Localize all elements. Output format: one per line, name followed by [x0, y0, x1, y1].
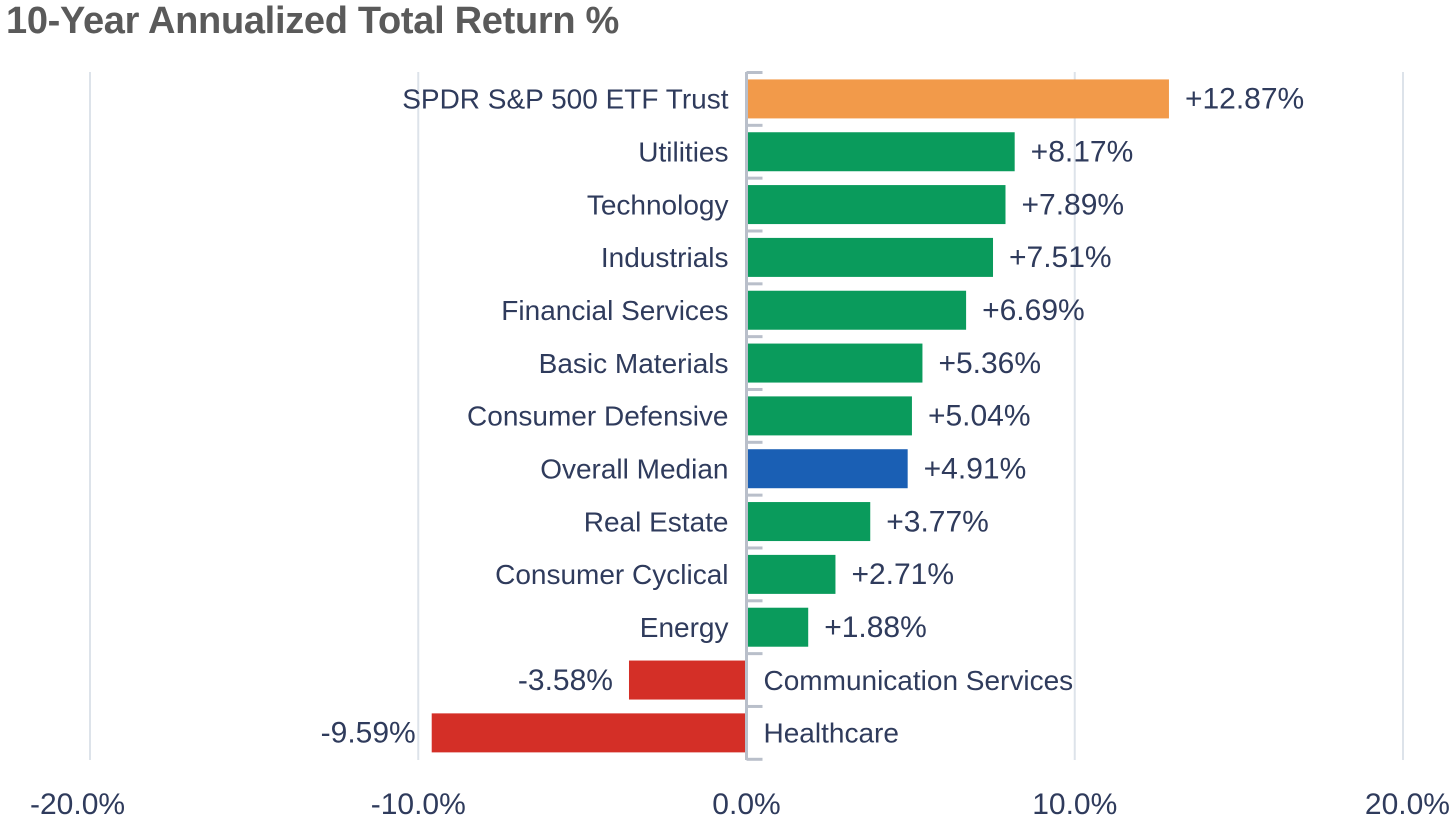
- value-label: -9.59%: [321, 717, 416, 750]
- bar: [746, 607, 809, 647]
- x-tick-label: -10.0%: [371, 788, 466, 821]
- x-tick-label: -20.0%: [30, 788, 125, 821]
- value-label: +7.51%: [1009, 241, 1112, 274]
- category-label: Consumer Defensive: [467, 401, 728, 432]
- x-tick-label: 0.0%: [712, 788, 780, 821]
- category-label: Industrials: [601, 242, 729, 273]
- bar: [746, 185, 1006, 225]
- bar: [746, 449, 908, 489]
- value-label: +1.88%: [824, 611, 927, 644]
- bar: [746, 502, 871, 542]
- category-label: Healthcare: [764, 718, 899, 749]
- category-label: SPDR S&P 500 ETF Trust: [402, 84, 728, 115]
- bars: [431, 79, 1169, 753]
- value-label: +8.17%: [1031, 136, 1134, 169]
- category-label: Real Estate: [584, 506, 729, 537]
- category-labels: SPDR S&P 500 ETF Trust Utilities Technolog…: [402, 84, 1073, 749]
- value-label: -3.58%: [518, 664, 613, 697]
- category-label: Overall Median: [540, 454, 728, 485]
- category-label: Technology: [587, 189, 729, 220]
- value-label: +2.71%: [851, 558, 954, 591]
- value-label: +5.04%: [928, 400, 1031, 433]
- x-tick-labels: -20.0% -10.0% 0.0% 10.0% 20.0%: [30, 788, 1450, 821]
- bar: [746, 343, 923, 383]
- bar: [746, 396, 912, 436]
- bar: [746, 290, 967, 330]
- gridlines: [89, 72, 1404, 760]
- value-label: +3.77%: [886, 505, 989, 538]
- value-label: +5.36%: [938, 347, 1041, 380]
- bar: [628, 660, 747, 700]
- category-label: Utilities: [638, 137, 728, 168]
- bar: [746, 237, 994, 277]
- value-labels: +12.87% +8.17% +7.89% +7.51% +6.69% +5.36% +5.…: [321, 83, 1305, 750]
- bar: [431, 713, 747, 753]
- category-label: Communication Services: [764, 665, 1074, 696]
- value-label: +7.89%: [1021, 188, 1124, 221]
- bar: [746, 132, 1015, 172]
- chart-title: 10-Year Annualized Total Return %: [6, 0, 619, 42]
- value-label: +12.87%: [1185, 83, 1304, 116]
- x-tick-label: 20.0%: [1365, 788, 1450, 821]
- bar: [746, 79, 1169, 119]
- zero-axis: [745, 71, 763, 761]
- bar: [746, 554, 836, 594]
- x-tick-label: 10.0%: [1032, 788, 1117, 821]
- category-label: Basic Materials: [539, 348, 729, 379]
- value-label: +4.91%: [924, 453, 1027, 486]
- category-label: Financial Services: [501, 295, 728, 326]
- category-label: Energy: [640, 612, 729, 643]
- category-label: Consumer Cyclical: [495, 559, 728, 590]
- value-label: +6.69%: [982, 294, 1085, 327]
